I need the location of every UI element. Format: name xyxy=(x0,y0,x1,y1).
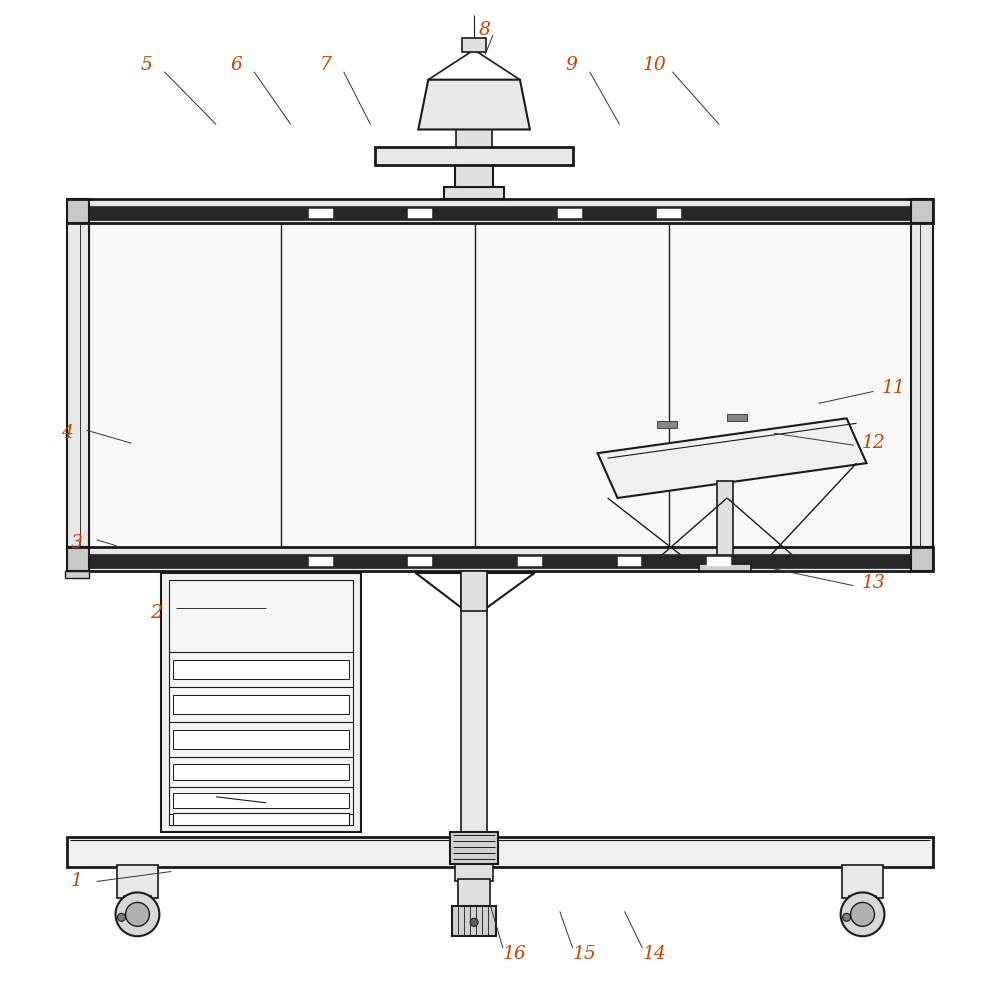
Bar xyxy=(173,730,349,749)
Text: 4: 4 xyxy=(61,424,73,442)
Bar xyxy=(911,223,933,547)
Bar xyxy=(461,571,487,611)
Bar xyxy=(911,199,933,223)
Bar xyxy=(67,199,89,223)
Text: 9: 9 xyxy=(566,56,578,74)
Bar xyxy=(67,547,89,571)
Text: 10: 10 xyxy=(643,56,666,74)
Text: 7: 7 xyxy=(320,56,332,74)
Bar xyxy=(707,557,731,566)
Text: 8: 8 xyxy=(479,21,491,39)
Bar xyxy=(911,547,933,571)
Bar xyxy=(77,554,923,568)
Bar xyxy=(458,879,490,911)
Circle shape xyxy=(118,913,126,921)
Bar xyxy=(849,896,876,926)
Bar xyxy=(67,837,933,867)
Text: 3: 3 xyxy=(71,534,83,552)
Bar xyxy=(89,223,911,547)
Bar xyxy=(375,147,573,165)
Text: 5: 5 xyxy=(140,56,152,74)
Polygon shape xyxy=(65,571,89,578)
Bar xyxy=(124,896,151,926)
Bar xyxy=(77,206,923,220)
Text: 1: 1 xyxy=(71,872,83,890)
Circle shape xyxy=(851,902,874,926)
Bar xyxy=(161,573,361,832)
Text: 2: 2 xyxy=(150,604,162,622)
Bar xyxy=(455,165,493,187)
Bar xyxy=(169,580,353,825)
Circle shape xyxy=(116,892,159,936)
Bar xyxy=(173,695,349,714)
Bar xyxy=(173,764,349,780)
Bar xyxy=(117,865,158,898)
Text: 16: 16 xyxy=(503,945,527,963)
Bar xyxy=(717,481,733,568)
Bar xyxy=(444,187,504,199)
Bar xyxy=(67,199,933,223)
Bar xyxy=(67,547,933,571)
Text: 15: 15 xyxy=(573,945,597,963)
Text: 6: 6 xyxy=(230,56,242,74)
Bar xyxy=(842,865,883,898)
Bar xyxy=(452,906,496,936)
Circle shape xyxy=(470,918,478,926)
Bar xyxy=(455,864,493,881)
Bar xyxy=(67,223,89,547)
Bar xyxy=(657,209,681,218)
Bar xyxy=(173,660,349,679)
Text: 13: 13 xyxy=(862,574,885,592)
Text: 12: 12 xyxy=(862,434,885,452)
Bar xyxy=(618,557,641,566)
Bar xyxy=(456,129,492,147)
Circle shape xyxy=(126,902,149,926)
Bar xyxy=(462,38,486,52)
Bar xyxy=(558,209,582,218)
Bar xyxy=(727,414,747,421)
Circle shape xyxy=(841,892,884,936)
Circle shape xyxy=(843,913,851,921)
Polygon shape xyxy=(598,418,867,498)
Bar xyxy=(408,557,432,566)
Bar xyxy=(309,557,333,566)
Bar xyxy=(173,813,349,825)
Bar xyxy=(408,209,432,218)
Bar xyxy=(309,209,333,218)
Bar xyxy=(657,421,677,428)
Bar xyxy=(518,557,542,566)
Text: 14: 14 xyxy=(643,945,666,963)
Bar xyxy=(450,832,498,864)
Polygon shape xyxy=(418,80,530,129)
Text: 11: 11 xyxy=(882,379,905,397)
Bar xyxy=(461,573,487,837)
Bar xyxy=(173,793,349,808)
Bar xyxy=(699,564,751,571)
